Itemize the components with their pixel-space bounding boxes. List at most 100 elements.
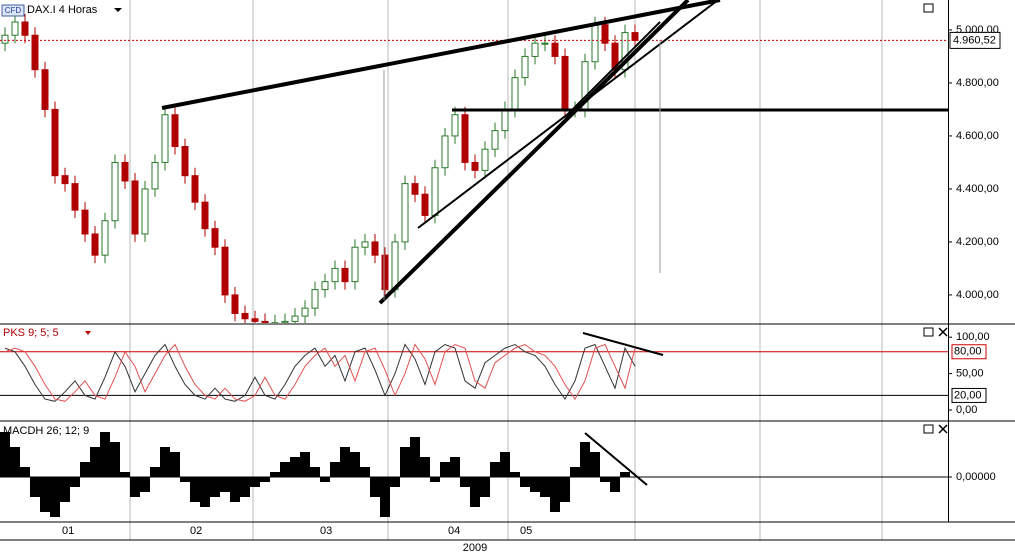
histogram-bar bbox=[510, 472, 520, 477]
histogram-bar bbox=[80, 462, 90, 477]
macd-panel bbox=[0, 432, 948, 517]
candle-body bbox=[431, 167, 439, 216]
candle-body bbox=[51, 108, 59, 177]
histogram-bar bbox=[410, 437, 420, 477]
histogram-bar bbox=[560, 477, 570, 502]
candle-body bbox=[181, 146, 189, 177]
candle-body bbox=[561, 55, 569, 110]
histogram-bar bbox=[40, 477, 50, 512]
level-label-box bbox=[951, 387, 987, 403]
candle-body bbox=[351, 246, 359, 283]
histogram-bar bbox=[100, 432, 110, 477]
histogram-bar bbox=[620, 472, 630, 477]
histogram-bar bbox=[380, 477, 390, 517]
level-label: 20,00 bbox=[954, 389, 982, 401]
candle-body bbox=[241, 312, 249, 320]
histogram-bar bbox=[60, 477, 70, 502]
chart-title[interactable]: DAX.I 4 Horas bbox=[27, 4, 98, 16]
histogram-bar bbox=[250, 477, 260, 487]
histogram-bar bbox=[230, 477, 240, 502]
y-tick-label: 50,00 bbox=[956, 367, 984, 379]
histogram-bar bbox=[190, 477, 200, 502]
maximize-button[interactable] bbox=[923, 3, 934, 13]
candle-body bbox=[401, 183, 409, 243]
dropdown-arrow[interactable] bbox=[85, 331, 91, 335]
indicator-title[interactable]: PKS 9; 5; 5 bbox=[3, 327, 59, 339]
maximize-button[interactable] bbox=[923, 424, 934, 434]
y-tick-label: 4.000,00 bbox=[956, 289, 999, 301]
candle-body bbox=[371, 241, 379, 256]
candle-body bbox=[291, 315, 299, 322]
candle-body bbox=[21, 21, 29, 36]
candle-body bbox=[201, 201, 209, 230]
candle-body bbox=[311, 289, 319, 309]
histogram-bar bbox=[490, 462, 500, 477]
histogram-bar bbox=[610, 477, 620, 492]
candle-body bbox=[261, 320, 269, 323]
candle-body bbox=[61, 175, 69, 185]
histogram-bar bbox=[130, 477, 140, 497]
histogram-bar bbox=[590, 452, 600, 477]
histogram-bar bbox=[290, 457, 300, 477]
histogram-bar bbox=[520, 477, 530, 487]
level-label-box bbox=[951, 344, 987, 360]
y-tick-label: 4.200,00 bbox=[956, 236, 999, 248]
close-button[interactable] bbox=[938, 327, 948, 337]
x-tick-label: 01 bbox=[62, 525, 74, 537]
histogram-bar bbox=[330, 462, 340, 477]
level-label: 80,00 bbox=[954, 346, 982, 358]
histogram-bar bbox=[480, 477, 490, 497]
y-tick-label: 0,00 bbox=[956, 404, 977, 416]
trendline bbox=[584, 432, 648, 486]
histogram-bar bbox=[350, 452, 360, 477]
last-price-label: 4.960,52 bbox=[953, 34, 996, 46]
y-tick-label: 100,00 bbox=[956, 331, 990, 343]
histogram-bar bbox=[430, 477, 440, 482]
histogram-bar bbox=[90, 447, 100, 477]
candle-body bbox=[251, 318, 259, 322]
histogram-bar bbox=[0, 432, 10, 477]
histogram-bar bbox=[360, 467, 370, 477]
histogram-bar bbox=[310, 467, 320, 477]
histogram-bar bbox=[50, 477, 60, 517]
histogram-bar bbox=[170, 452, 180, 477]
candle-body bbox=[191, 175, 199, 203]
stochastic-panel bbox=[0, 343, 948, 402]
y-tick-label: 4.600,00 bbox=[956, 130, 999, 142]
candle-body bbox=[541, 42, 549, 45]
candle-body bbox=[121, 161, 129, 182]
dropdown-arrow[interactable] bbox=[114, 8, 122, 12]
year-label: 2009 bbox=[463, 542, 487, 554]
histogram-bar bbox=[260, 477, 270, 482]
histogram-bar bbox=[270, 472, 280, 477]
maximize-button[interactable] bbox=[923, 327, 934, 337]
badge: CFD bbox=[5, 6, 22, 15]
indicator-line bbox=[4, 343, 636, 402]
indicator-title[interactable]: MACDH 26; 12; 9 bbox=[3, 425, 89, 437]
histogram-bar bbox=[320, 477, 330, 482]
candle-body bbox=[521, 55, 529, 79]
trendline bbox=[582, 332, 664, 356]
histogram-bar bbox=[30, 477, 40, 497]
histogram-bar bbox=[370, 477, 380, 497]
candle-body bbox=[281, 320, 289, 323]
candle-body bbox=[551, 42, 559, 57]
candle-body bbox=[421, 193, 429, 216]
indicator-line bbox=[4, 343, 636, 402]
histogram-bar bbox=[570, 467, 580, 477]
histogram-bar bbox=[540, 477, 550, 497]
histogram-bar bbox=[460, 477, 470, 487]
candle-body bbox=[531, 42, 539, 57]
candle-body bbox=[451, 114, 459, 137]
candle-body bbox=[111, 161, 119, 222]
histogram-bar bbox=[20, 467, 30, 477]
candle-body bbox=[41, 69, 49, 110]
axis-layer: 01 02 03 04 055.000,004.800,004.600,004.400,… bbox=[62, 24, 1001, 537]
candle-body bbox=[631, 32, 639, 42]
close-button[interactable] bbox=[938, 424, 948, 434]
histogram-bar bbox=[210, 477, 220, 497]
histogram-bar bbox=[160, 447, 170, 477]
histogram-bar bbox=[180, 477, 190, 482]
